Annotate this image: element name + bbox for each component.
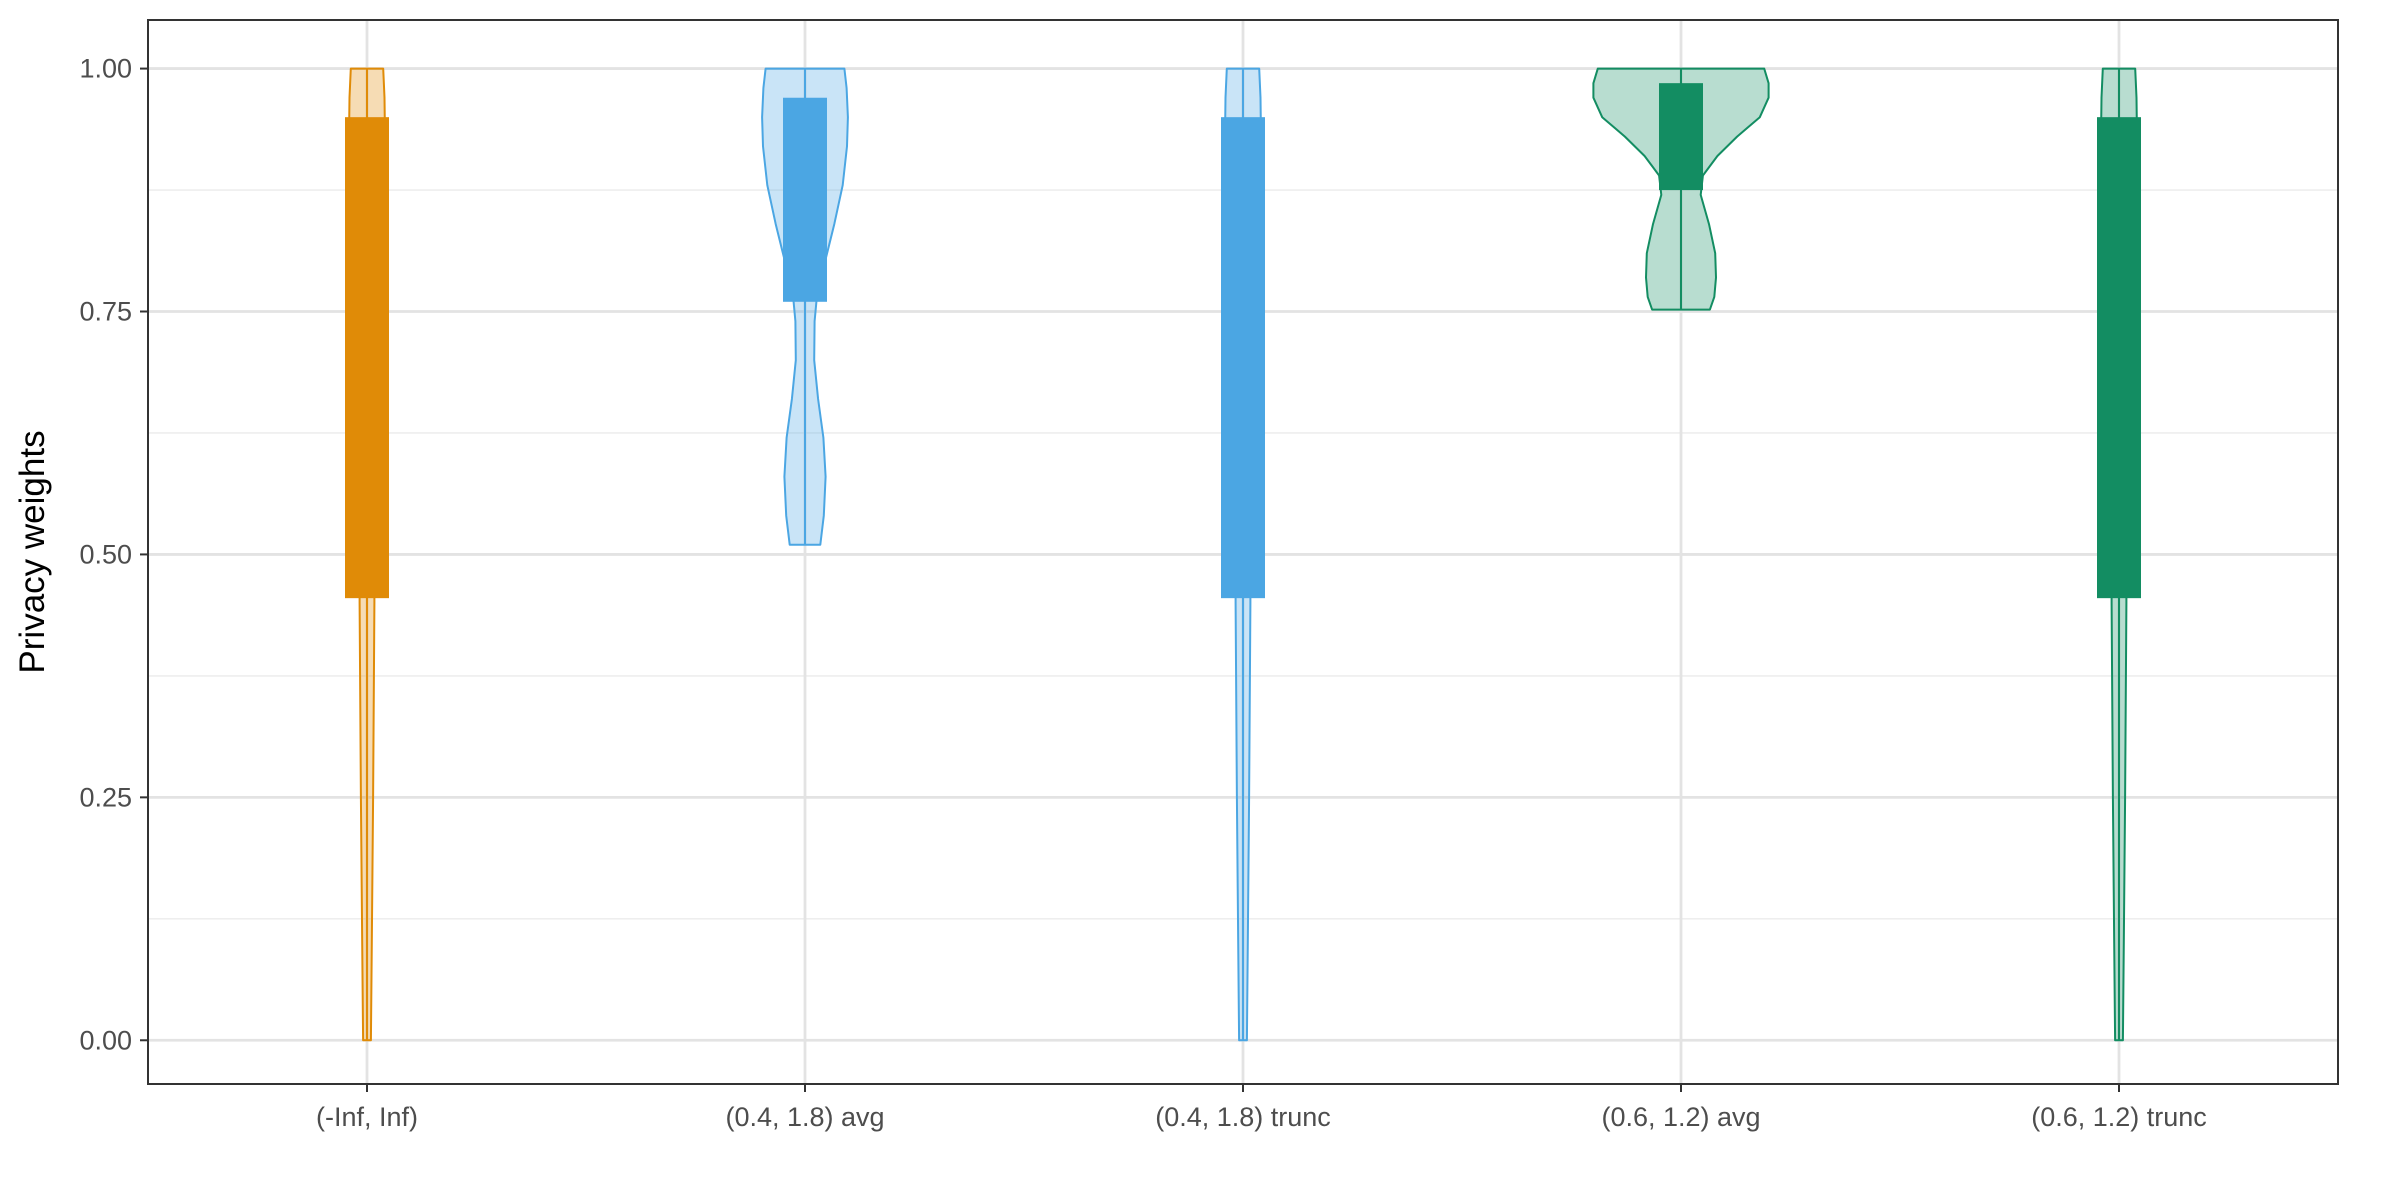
x-tick-label: (0.6, 1.2) avg xyxy=(1601,1102,1760,1132)
y-tick-label: 0.75 xyxy=(79,297,132,327)
iqr-box xyxy=(1659,83,1703,191)
iqr-box xyxy=(1221,117,1265,599)
iqr-box xyxy=(2097,117,2141,599)
violins xyxy=(345,67,2141,1042)
iqr-box xyxy=(345,117,389,599)
x-axis: (-Inf, Inf) (0.4, 1.8) avg (0.4, 1.8) trun… xyxy=(316,1084,2207,1132)
y-axis-title: Privacy weights xyxy=(13,430,52,673)
violin-4 xyxy=(1592,67,1770,311)
x-tick-label: (-Inf, Inf) xyxy=(316,1102,418,1132)
violin-3 xyxy=(1221,67,1265,1042)
x-tick-label: (0.6, 1.2) trunc xyxy=(2031,1102,2207,1132)
violin-2 xyxy=(761,67,849,546)
y-tick-label: 0.25 xyxy=(79,782,132,812)
x-tick-label: (0.4, 1.8) avg xyxy=(725,1102,884,1132)
iqr-box xyxy=(783,97,827,302)
x-tick-label: (0.4, 1.8) trunc xyxy=(1155,1102,1331,1132)
violin-1 xyxy=(345,67,389,1042)
y-tick-label: 0.00 xyxy=(79,1025,132,1055)
violin-5 xyxy=(2097,67,2141,1042)
y-tick-label: 1.00 xyxy=(79,54,132,84)
y-tick-label: 0.50 xyxy=(79,539,132,569)
y-axis: 0.00 0.25 0.50 0.75 1.00 xyxy=(79,54,148,1055)
